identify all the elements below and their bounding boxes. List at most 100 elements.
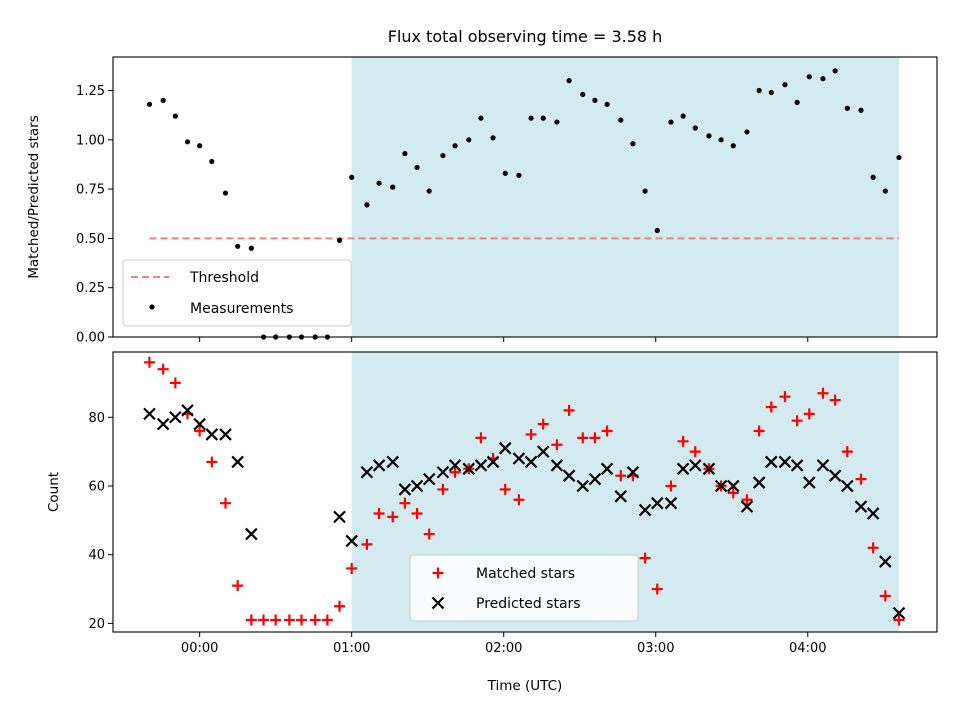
chart-title: Flux total observing time = 3.58 h	[388, 27, 663, 46]
data-point	[478, 115, 484, 121]
data-point	[423, 528, 435, 540]
data-point	[816, 459, 830, 472]
data-point	[841, 479, 854, 493]
data-point	[604, 101, 610, 107]
data-point	[193, 417, 206, 431]
data-point	[829, 394, 841, 406]
count-panel: 20 40 60 80 00:00 01:00 02:00 03:00 04:00 Count Ma…	[46, 351, 938, 656]
data-point	[730, 143, 736, 149]
data-point	[156, 417, 170, 431]
data-point	[462, 462, 476, 476]
data-point	[245, 614, 257, 626]
data-point	[516, 172, 522, 178]
data-point	[765, 401, 777, 413]
data-point	[399, 497, 411, 509]
data-point	[235, 243, 241, 249]
data-point	[258, 614, 270, 626]
y-axis-label: Count	[46, 472, 62, 512]
y-tick-label: 0.50	[76, 232, 105, 247]
data-point	[768, 89, 774, 96]
plot-frame	[112, 56, 938, 338]
data-point	[206, 456, 218, 468]
data-point	[727, 487, 739, 499]
data-point	[741, 494, 753, 506]
legend-label-measurements: Measurements	[190, 301, 293, 317]
data-point	[143, 356, 155, 368]
data-point	[411, 507, 423, 519]
legend-matched-swatch	[432, 567, 444, 579]
x-tick-label: 02:00	[485, 641, 522, 656]
data-point	[794, 99, 800, 105]
data-point	[665, 480, 677, 492]
data-point	[172, 113, 178, 119]
legend-predicted-swatch	[431, 596, 445, 610]
data-point	[779, 391, 791, 403]
y-tick-label: 1.00	[76, 133, 105, 148]
data-point	[361, 538, 373, 550]
data-point	[537, 418, 549, 430]
data-point	[346, 562, 358, 574]
data-point	[753, 425, 765, 437]
data-point	[778, 455, 792, 469]
legend-measurements-swatch	[149, 304, 155, 310]
data-point	[817, 387, 829, 399]
data-point	[184, 139, 191, 145]
x-tick-label: 01:00	[333, 641, 370, 656]
data-point	[270, 614, 282, 626]
data-point	[692, 125, 698, 131]
data-point	[452, 143, 458, 149]
data-point	[867, 542, 879, 554]
data-point	[855, 473, 867, 485]
legend-label-matched: Matched stars	[476, 566, 575, 582]
data-point	[639, 552, 651, 564]
ratio-panel: 0.00 0.25 0.50 0.75 1.00 1.25 Matched/Predicte…	[26, 56, 938, 346]
data-point	[752, 476, 766, 489]
data-point	[651, 583, 663, 595]
data-point	[349, 174, 355, 180]
data-point	[364, 202, 370, 208]
legend-box	[122, 259, 352, 327]
y-tick-label: 0.75	[76, 183, 105, 198]
y-tick-label: 40	[88, 548, 105, 563]
data-point	[414, 164, 420, 171]
x-axis-label: Time (UTC)	[487, 678, 563, 694]
data-point	[376, 180, 382, 186]
data-point	[194, 425, 206, 437]
legend: Threshold Measurements	[122, 259, 352, 327]
legend-label-predicted: Predicted stars	[476, 596, 581, 612]
data-point	[626, 465, 640, 479]
data-point	[143, 407, 156, 421]
series-predicted-stars	[143, 404, 906, 620]
data-point	[209, 158, 215, 165]
data-point	[664, 496, 678, 510]
data-point	[502, 170, 508, 176]
data-point	[336, 237, 343, 243]
data-point	[676, 462, 690, 476]
legend-box	[409, 554, 639, 622]
data-point	[806, 74, 812, 80]
data-point	[858, 107, 864, 113]
data-point	[372, 459, 386, 472]
data-point	[577, 432, 589, 444]
data-point	[803, 476, 816, 489]
data-point	[803, 408, 815, 420]
legend-label-threshold: Threshold	[189, 270, 259, 286]
data-point	[576, 479, 590, 493]
data-point	[321, 614, 333, 626]
data-point	[866, 507, 880, 520]
data-point	[879, 590, 891, 602]
data-point	[832, 68, 838, 74]
data-point	[727, 479, 740, 493]
data-point	[638, 503, 652, 517]
data-point	[422, 472, 436, 486]
data-point	[896, 154, 902, 161]
data-point	[474, 459, 488, 472]
data-point	[680, 113, 686, 119]
x-tick-label: 04:00	[789, 641, 826, 656]
data-point	[426, 188, 432, 194]
data-point	[232, 580, 244, 592]
data-point	[499, 483, 511, 495]
data-point	[589, 432, 601, 444]
data-point	[387, 511, 399, 523]
